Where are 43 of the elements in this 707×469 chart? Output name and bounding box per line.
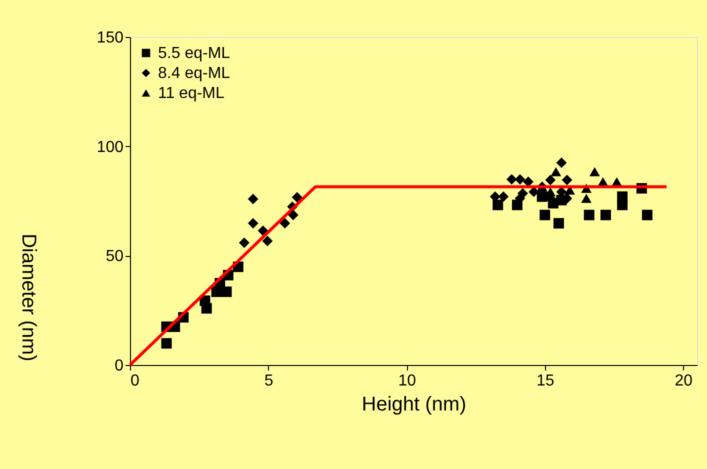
point	[584, 210, 594, 220]
point	[528, 186, 540, 198]
point	[292, 192, 302, 203]
point	[589, 167, 600, 176]
point	[642, 210, 652, 220]
y-axis-title: Diameter (nm)	[18, 234, 40, 362]
point	[161, 338, 172, 349]
point	[540, 210, 550, 220]
y-tick-label: 100	[96, 138, 124, 156]
point	[498, 191, 509, 202]
point	[280, 218, 290, 229]
legend-label: 5.5 eq-ML	[158, 45, 230, 62]
point	[248, 218, 258, 229]
point	[562, 174, 572, 186]
x-tick-label: 0	[130, 372, 140, 390]
point	[600, 210, 611, 220]
point	[200, 295, 210, 306]
point	[258, 225, 268, 236]
point	[262, 236, 273, 246]
point	[550, 167, 562, 176]
point	[523, 176, 534, 187]
x-tick-label: 20	[674, 372, 693, 390]
point	[238, 238, 250, 248]
point	[556, 157, 567, 168]
point	[506, 174, 517, 185]
point	[221, 286, 232, 297]
legend-label: 8.4 eq-ML	[158, 65, 230, 82]
x-tick-label: 5	[264, 372, 274, 390]
point	[492, 200, 504, 210]
point	[514, 174, 526, 185]
point	[581, 194, 592, 203]
y-tick-label: 50	[106, 248, 124, 266]
legend-label: 11 eq-ML	[158, 85, 225, 102]
y-tick-label: 0	[114, 358, 124, 374]
point	[545, 174, 556, 186]
point	[617, 191, 628, 202]
x-axis-title: Height (nm)	[362, 394, 466, 416]
x-tick-label: 15	[536, 372, 554, 390]
point	[553, 218, 564, 229]
x-tick-label: 10	[398, 372, 416, 390]
point	[248, 194, 258, 204]
point	[288, 210, 298, 220]
y-tick-label: 150	[96, 30, 124, 46]
